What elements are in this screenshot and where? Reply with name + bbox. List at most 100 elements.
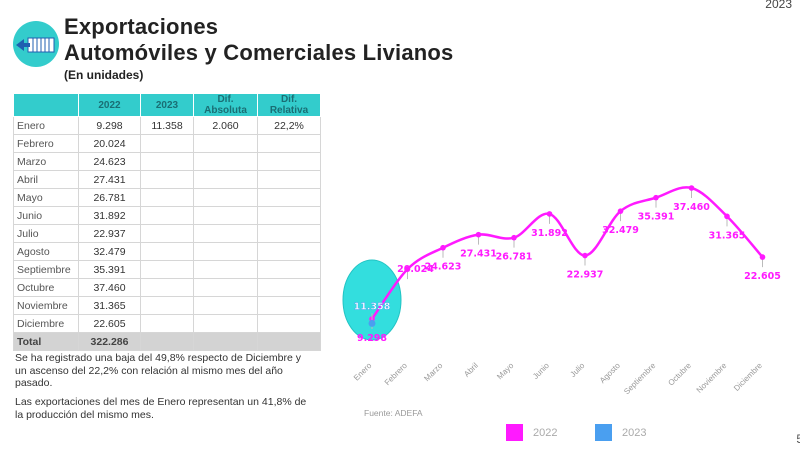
data-label-2023: 11.358	[354, 301, 391, 312]
legend-item-2022: 2022	[506, 424, 557, 441]
title-line-2: Automóviles y Comerciales Livianos	[64, 40, 454, 65]
cell-2022: 31.892	[78, 206, 141, 225]
cell-month: Septiembre	[13, 260, 79, 279]
cell-dif-relativa	[257, 134, 321, 153]
highlight-ellipse	[342, 259, 402, 341]
cell-2023	[140, 260, 194, 279]
cell-2022: 32.479	[78, 242, 141, 261]
cell-2023	[140, 314, 194, 333]
data-point-2022	[404, 266, 411, 272]
table-row: Junio 31.892	[13, 206, 321, 225]
cell-month: Enero	[13, 116, 79, 135]
data-point-2022	[546, 211, 553, 217]
page-number: 5	[796, 432, 800, 446]
header-dif-absoluta: Dif. Absoluta	[193, 93, 258, 117]
cell-month: Mayo	[13, 188, 79, 207]
legend-item-2023: 2023	[595, 424, 646, 441]
cell-month: Abril	[13, 170, 79, 189]
total-cell-dif-relativa	[257, 332, 321, 351]
cell-dif-relativa	[257, 206, 321, 225]
cell-dif-absoluta	[193, 206, 258, 225]
x-axis-label: Julio	[568, 361, 586, 379]
cell-dif-relativa	[257, 260, 321, 279]
data-label-2022: 31.892	[531, 228, 568, 239]
data-label-2022: 35.391	[638, 212, 675, 223]
cell-2022: 20.024	[78, 134, 141, 153]
data-point-2022	[617, 208, 624, 214]
table-total-row: Total 322.286	[13, 332, 321, 351]
note-variation: Se ha registrado una baja del 49,8% resp…	[15, 352, 302, 389]
x-axis-label: Marzo	[422, 361, 444, 383]
data-label-2022: 22.605	[744, 271, 781, 282]
data-point-2022	[440, 244, 446, 251]
cell-dif-relativa	[257, 314, 321, 333]
data-label-2022: 20.024	[397, 264, 434, 275]
cell-dif-absoluta	[193, 134, 258, 153]
cell-month: Octubre	[13, 278, 79, 297]
cell-2023	[140, 224, 194, 243]
legend-swatch-2022	[506, 424, 523, 441]
x-axis-label: Enero	[352, 361, 374, 383]
cell-2023: 11.358	[140, 116, 194, 135]
data-label-2022: 24.623	[425, 262, 462, 273]
export-warehouse-icon	[13, 21, 59, 67]
cell-dif-absoluta: 2.060	[193, 116, 258, 135]
cell-2022: 22.937	[78, 224, 141, 243]
title-line-1: Exportaciones	[64, 14, 219, 39]
data-label-2022: 22.937	[567, 270, 604, 281]
cell-dif-absoluta	[193, 224, 258, 243]
cell-2022: 35.391	[78, 260, 141, 279]
cell-month: Agosto	[13, 242, 79, 261]
data-point-2022	[653, 194, 659, 201]
cell-dif-absoluta	[193, 278, 258, 297]
table-row: Abril 27.431	[13, 170, 321, 189]
cell-2023	[140, 296, 194, 315]
cell-dif-absoluta	[193, 314, 258, 333]
cell-dif-relativa	[257, 170, 321, 189]
cell-2023	[140, 134, 194, 153]
cell-dif-absoluta	[193, 242, 258, 261]
cell-month: Febrero	[13, 134, 79, 153]
table-row: Febrero 20.024	[13, 134, 321, 153]
table-row: Julio 22.937	[13, 224, 321, 243]
table-row: Agosto 32.479	[13, 242, 321, 261]
data-label-2022: 26.781	[496, 252, 533, 263]
total-cell-2022: 322.286	[78, 332, 141, 351]
table-row: Enero 9.298 11.358 2.060 22,2%	[13, 116, 321, 135]
table-row: Noviembre 31.365	[13, 296, 321, 315]
total-cell-dif-absoluta	[193, 332, 258, 351]
x-axis-label: Octubre	[666, 361, 693, 388]
x-axis-label: Mayo	[495, 361, 516, 382]
cell-dif-absoluta	[193, 152, 258, 171]
cell-dif-absoluta	[193, 170, 258, 189]
cell-dif-relativa	[257, 152, 321, 171]
data-point-2023	[368, 319, 376, 327]
cell-2022: 24.623	[78, 152, 141, 171]
table-header-row: 2022 2023 Dif. Absoluta Dif. Relativa	[13, 93, 321, 117]
table-row: Mayo 26.781	[13, 188, 321, 207]
data-label-2022: 32.479	[602, 225, 639, 236]
header-dif-relativa: Dif. Relativa	[257, 93, 321, 117]
cell-2023	[140, 170, 194, 189]
x-axis-label: Agosto	[598, 361, 622, 385]
cell-dif-relativa	[257, 188, 321, 207]
cell-dif-relativa	[257, 296, 321, 315]
cell-dif-relativa	[257, 278, 321, 297]
legend-label-2022: 2022	[533, 426, 558, 439]
cell-month: Marzo	[13, 152, 79, 171]
data-point-2022	[759, 254, 766, 260]
cell-2022: 22.605	[78, 314, 141, 333]
cell-month: Junio	[13, 206, 79, 225]
data-point-2022	[724, 213, 730, 220]
source-note: Fuente: ADEFA	[364, 408, 423, 418]
cell-2023	[140, 188, 194, 207]
cell-2023	[140, 152, 194, 171]
cell-dif-absoluta	[193, 260, 258, 279]
x-axis-label: Noviembre	[695, 361, 729, 395]
data-point-2022	[688, 185, 695, 191]
legend-label-2023: 2023	[622, 426, 647, 439]
cell-2023	[140, 206, 194, 225]
cell-dif-relativa	[257, 224, 321, 243]
total-cell-month: Total	[13, 332, 79, 351]
